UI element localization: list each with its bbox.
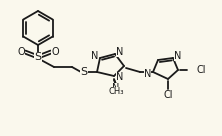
Text: N: N: [174, 51, 181, 61]
Text: N: N: [91, 51, 98, 61]
Text: Cl: Cl: [163, 90, 173, 100]
Text: O: O: [51, 47, 59, 57]
Text: CH₃: CH₃: [108, 86, 124, 95]
Text: S: S: [34, 52, 42, 62]
Text: N: N: [116, 47, 123, 57]
Text: O: O: [17, 47, 25, 57]
Text: Cl: Cl: [196, 65, 206, 75]
Text: S: S: [80, 67, 87, 77]
Text: N: N: [144, 69, 151, 79]
Text: N: N: [116, 72, 123, 82]
Text: N: N: [112, 83, 120, 93]
